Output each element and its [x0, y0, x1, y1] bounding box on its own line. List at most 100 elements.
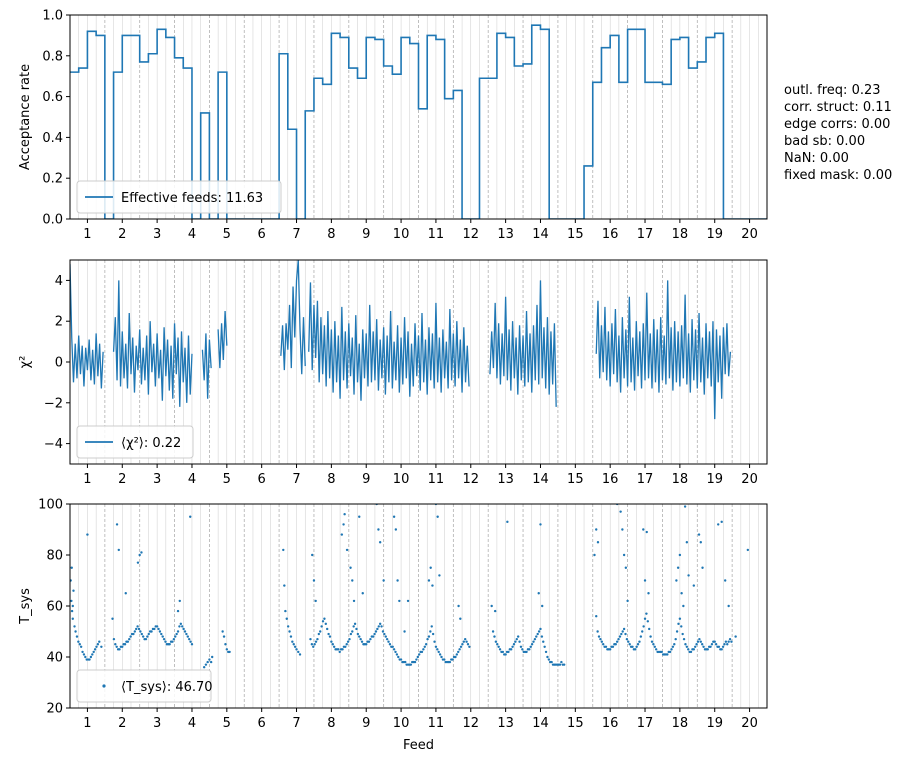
tsys-point: [208, 658, 211, 661]
tsys-point: [388, 643, 392, 646]
tsys-point: [621, 630, 624, 633]
tsys-point: [647, 592, 650, 595]
tsys-point: [700, 643, 704, 646]
tsys-point: [297, 650, 300, 654]
tsys-point: [310, 643, 314, 646]
tsys-point: [424, 643, 428, 646]
tsys-point: [182, 627, 185, 631]
tsys-point: [330, 640, 333, 643]
y-tick-label: −4: [44, 437, 63, 452]
tsys-point: [462, 640, 466, 643]
tsys-point: [643, 579, 647, 582]
tsys-point: [680, 625, 683, 628]
tsys-point: [75, 635, 79, 638]
tsys-point: [668, 650, 672, 654]
tsys-point: [426, 637, 429, 641]
tsys-point: [541, 604, 544, 608]
tsys-point: [652, 643, 655, 646]
tsys-point: [673, 643, 676, 646]
tsys-point: [406, 599, 410, 603]
tsys-point: [204, 663, 208, 666]
tsys-point: [228, 650, 231, 654]
x-tick-label: 15: [567, 472, 584, 487]
tsys-point: [88, 658, 91, 661]
tsys-point: [645, 530, 648, 534]
x-tick-label: 4: [188, 227, 196, 242]
tsys-point: [187, 637, 191, 641]
tsys-point: [172, 637, 176, 641]
tsys-point: [351, 630, 354, 633]
tsys-point: [415, 658, 418, 661]
tsys-point: [595, 528, 598, 531]
tsys-point: [666, 653, 669, 656]
tsys-point: [139, 630, 142, 633]
x-tick-label: 7: [292, 227, 300, 242]
tsys-point: [345, 548, 349, 552]
tsys-point: [710, 643, 714, 646]
tsys-point: [429, 630, 432, 633]
tsys-point: [185, 632, 188, 636]
tsys-point: [709, 645, 712, 648]
tsys-point: [321, 620, 325, 623]
tsys-point: [312, 645, 315, 648]
x-tick-label: 2: [118, 472, 126, 487]
tsys-point: [501, 650, 505, 654]
x-tick-label: 1: [83, 227, 91, 242]
tsys-point: [506, 520, 509, 524]
tsys-point: [413, 660, 417, 664]
legend-box: [76, 669, 212, 703]
y-tick-label: −2: [44, 396, 63, 411]
tsys-point: [360, 640, 364, 643]
tsys-point: [537, 630, 541, 633]
tsys-point: [437, 650, 440, 654]
tsys-point: [595, 615, 598, 618]
tsys-point: [497, 645, 500, 648]
tsys-point: [365, 643, 368, 646]
x-tick-label: 17: [637, 227, 654, 242]
y-tick-label: 40: [46, 651, 63, 666]
tsys-point: [135, 627, 138, 631]
tsys-point: [543, 645, 546, 648]
y-tick-label: 0.4: [42, 131, 63, 146]
x-tick-label: 5: [223, 227, 231, 242]
x-tick-label: 1: [83, 472, 91, 487]
tsys-point: [490, 604, 493, 608]
tsys-point: [626, 599, 629, 603]
y-axis-label: Acceptance rate: [18, 64, 33, 170]
tsys-point: [540, 635, 544, 638]
tsys-point: [178, 599, 181, 603]
tsys-point: [636, 643, 640, 646]
x-tick-label: 19: [706, 227, 723, 242]
tsys-point: [645, 612, 648, 615]
chi2-series-line: [595, 280, 732, 420]
tsys-point: [136, 625, 139, 628]
tsys-point: [622, 553, 626, 557]
x-tick-label: 1: [83, 716, 91, 731]
tsys-point: [158, 630, 162, 633]
tsys-point: [521, 648, 524, 651]
tsys-point: [150, 630, 153, 633]
x-tick-label: 10: [393, 716, 410, 731]
x-tick-label: 9: [362, 227, 370, 242]
y-tick-label: 1.0: [42, 9, 63, 24]
tsys-point: [458, 648, 461, 651]
tsys-point: [331, 643, 334, 646]
tsys-point: [311, 553, 314, 557]
x-axis-label: Feed: [403, 738, 434, 753]
tsys-point: [683, 505, 687, 508]
tsys-point: [721, 645, 725, 648]
tsys-point: [463, 637, 467, 641]
stat-nan: NaN: 0.00: [784, 151, 849, 166]
tsys-point: [650, 640, 654, 643]
x-tick-label: 19: [706, 716, 723, 731]
tsys-point: [459, 617, 462, 620]
chi2-series-line: [112, 280, 193, 407]
tsys-point: [70, 566, 73, 569]
tsys-point: [546, 655, 549, 659]
tsys-point: [176, 609, 180, 613]
tsys-point: [544, 650, 548, 654]
tsys-point: [179, 622, 183, 626]
tsys-point: [358, 635, 361, 638]
legend-box: [76, 425, 194, 459]
